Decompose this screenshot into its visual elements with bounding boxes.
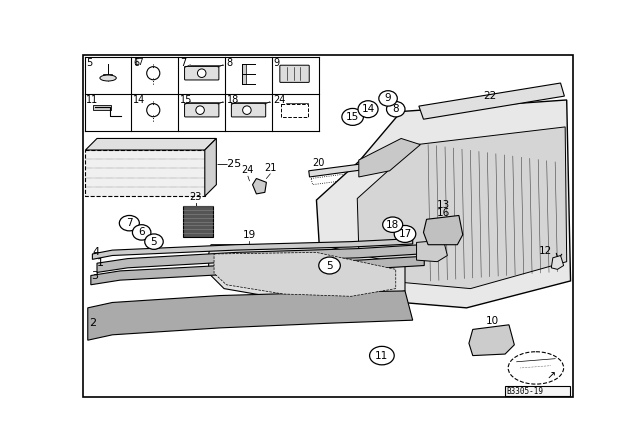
Text: 17: 17 <box>398 229 412 239</box>
FancyBboxPatch shape <box>280 65 309 82</box>
Ellipse shape <box>394 225 416 242</box>
Bar <box>183 206 212 237</box>
Text: 10: 10 <box>486 315 499 326</box>
Text: 17: 17 <box>133 58 143 67</box>
Text: 19: 19 <box>243 230 256 240</box>
Text: 7: 7 <box>126 218 132 228</box>
Polygon shape <box>551 255 564 269</box>
Text: 8: 8 <box>392 104 399 114</box>
Text: 15: 15 <box>346 112 359 122</box>
Text: 7: 7 <box>180 58 186 69</box>
Polygon shape <box>424 215 463 245</box>
Text: 6: 6 <box>133 58 139 69</box>
Text: 24: 24 <box>242 165 254 176</box>
Polygon shape <box>88 291 413 340</box>
Bar <box>242 64 246 84</box>
Text: 5: 5 <box>86 58 92 69</box>
Ellipse shape <box>379 91 397 106</box>
Bar <box>505 386 570 396</box>
Text: 5: 5 <box>326 260 333 271</box>
Circle shape <box>243 106 251 114</box>
FancyBboxPatch shape <box>184 66 219 80</box>
Text: 18: 18 <box>386 220 399 230</box>
Text: 18: 18 <box>227 95 239 105</box>
Circle shape <box>196 106 204 114</box>
Text: 9: 9 <box>385 94 392 103</box>
Text: 22: 22 <box>483 91 497 101</box>
Ellipse shape <box>369 346 394 365</box>
Text: 8: 8 <box>227 58 233 69</box>
Ellipse shape <box>387 102 405 117</box>
Ellipse shape <box>383 217 403 233</box>
Polygon shape <box>209 245 405 302</box>
Ellipse shape <box>358 101 378 118</box>
Circle shape <box>198 69 206 78</box>
Text: 21: 21 <box>264 163 276 173</box>
Polygon shape <box>91 256 424 285</box>
Polygon shape <box>97 245 420 272</box>
Text: 13: 13 <box>437 200 450 210</box>
Text: —25: —25 <box>216 159 242 169</box>
Text: 4: 4 <box>92 247 99 257</box>
Polygon shape <box>359 138 420 177</box>
Polygon shape <box>357 127 566 289</box>
Text: 24: 24 <box>273 95 286 105</box>
Ellipse shape <box>100 75 116 81</box>
Text: 1: 1 <box>97 258 104 268</box>
Text: 9: 9 <box>273 58 280 69</box>
Polygon shape <box>92 238 413 259</box>
Polygon shape <box>316 100 570 308</box>
Polygon shape <box>205 138 216 196</box>
Polygon shape <box>86 138 216 150</box>
Text: 11: 11 <box>86 95 99 105</box>
Polygon shape <box>311 152 513 185</box>
Ellipse shape <box>342 108 364 125</box>
Ellipse shape <box>319 257 340 274</box>
Text: 23: 23 <box>189 192 202 202</box>
FancyBboxPatch shape <box>184 103 219 117</box>
Ellipse shape <box>145 234 163 250</box>
Text: 16: 16 <box>437 208 450 218</box>
Polygon shape <box>469 325 515 356</box>
Ellipse shape <box>119 215 140 231</box>
Text: 12: 12 <box>540 246 552 256</box>
Ellipse shape <box>508 352 564 384</box>
Bar <box>93 105 111 110</box>
Text: 14: 14 <box>362 104 374 114</box>
Polygon shape <box>214 252 396 296</box>
Polygon shape <box>419 83 564 119</box>
Polygon shape <box>417 240 447 262</box>
Text: 14: 14 <box>133 95 145 105</box>
Ellipse shape <box>132 225 151 240</box>
Bar <box>86 150 205 196</box>
Text: 2: 2 <box>90 318 97 328</box>
Text: 6: 6 <box>138 228 145 237</box>
FancyBboxPatch shape <box>232 103 266 117</box>
Bar <box>280 104 308 117</box>
Text: 11: 11 <box>375 351 388 361</box>
Text: 20: 20 <box>312 158 325 168</box>
Text: ↗: ↗ <box>547 372 556 382</box>
Text: 15: 15 <box>180 95 192 105</box>
Text: B3305-19: B3305-19 <box>507 387 543 396</box>
Polygon shape <box>253 178 266 194</box>
Text: 5: 5 <box>150 237 157 247</box>
Polygon shape <box>308 145 509 177</box>
Text: 3: 3 <box>91 271 98 281</box>
